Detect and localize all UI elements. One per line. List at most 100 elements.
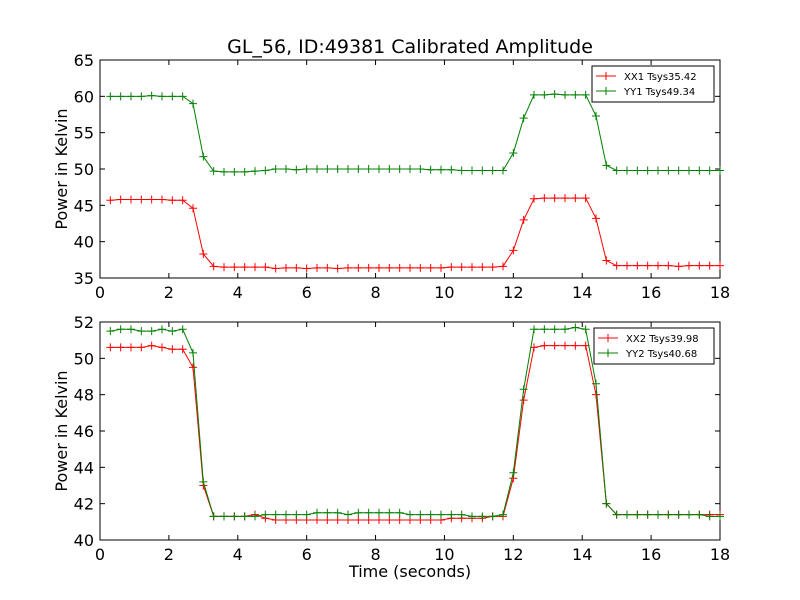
data-point-marker: [333, 165, 342, 173]
data-point-marker: [550, 341, 559, 350]
data-point-marker: [220, 263, 228, 272]
data-point-marker: [364, 165, 373, 173]
x-tick-label: 2: [164, 283, 174, 302]
legend-marker: [602, 87, 610, 95]
data-point-marker: [271, 510, 280, 519]
data-point-marker: [571, 90, 580, 99]
data-point-marker: [406, 510, 414, 519]
data-point-marker: [602, 161, 611, 170]
data-point-marker: [271, 264, 280, 273]
data-point-marker: [158, 92, 166, 101]
data-point-marker: [168, 327, 177, 336]
data-point-marker: [364, 263, 373, 272]
data-point-marker: [240, 263, 249, 272]
y-tick-label: 40: [74, 233, 94, 252]
data-point-marker: [178, 92, 187, 101]
data-point-marker: [199, 477, 208, 486]
data-point-marker: [705, 512, 714, 521]
data-point-marker: [716, 166, 724, 175]
data-point-marker: [426, 165, 435, 174]
data-point-marker: [364, 516, 373, 525]
data-point-marker: [199, 250, 208, 259]
data-point-marker: [437, 165, 445, 174]
data-point-marker: [674, 262, 683, 271]
x-tick-label: 12: [503, 545, 523, 564]
data-point-marker: [550, 194, 559, 203]
data-point-marker: [499, 510, 507, 519]
data-point-marker: [716, 512, 724, 521]
x-tick-label: 18: [710, 283, 730, 302]
data-point-marker: [230, 167, 239, 176]
data-point-marker: [127, 92, 135, 101]
data-point-marker: [623, 261, 631, 270]
data-point-marker: [251, 167, 259, 176]
data-point-marker: [488, 263, 497, 272]
x-tick-label: 4: [233, 283, 243, 302]
series-xx1: [106, 194, 724, 273]
data-point-marker: [695, 510, 704, 519]
data-point-marker: [344, 165, 352, 173]
data-point-marker: [178, 325, 187, 334]
data-point-marker: [395, 165, 404, 173]
data-point-marker: [292, 510, 301, 519]
data-point-marker: [375, 516, 383, 525]
x-tick-label: 6: [302, 545, 312, 564]
y-tick-label: 50: [74, 349, 94, 368]
x-tick-label: 16: [641, 283, 661, 302]
data-point-marker: [189, 204, 197, 213]
data-point-marker: [106, 92, 115, 101]
x-tick-label: 10: [434, 545, 454, 564]
x-tick-label: 16: [641, 545, 661, 564]
data-point-marker: [220, 167, 228, 176]
data-point-marker: [561, 341, 569, 350]
data-point-marker: [137, 195, 146, 204]
data-point-marker: [437, 263, 445, 272]
data-point-marker: [643, 510, 652, 519]
data-point-marker: [612, 510, 621, 519]
data-point-marker: [468, 263, 476, 272]
data-point-marker: [654, 166, 662, 175]
data-point-marker: [457, 166, 466, 175]
data-point-marker: [395, 516, 404, 525]
data-point-marker: [147, 91, 156, 100]
data-point-marker: [313, 165, 321, 173]
x-tick-label: 14: [572, 545, 592, 564]
data-point-marker: [282, 165, 290, 173]
data-point-marker: [354, 516, 363, 525]
data-point-marker: [571, 194, 580, 203]
y-tick-label: 52: [74, 313, 94, 332]
y-tick-label: 50: [74, 160, 94, 179]
data-point-marker: [530, 90, 538, 99]
data-point-marker: [654, 510, 662, 519]
y-tick-label: 46: [74, 422, 94, 441]
data-point-marker: [116, 325, 125, 334]
data-point-marker: [447, 263, 456, 272]
x-tick-label: 4: [233, 545, 243, 564]
data-point-marker: [416, 165, 425, 173]
data-point-marker: [209, 167, 218, 176]
data-point-marker: [158, 343, 166, 352]
data-point-marker: [592, 390, 600, 399]
data-point-marker: [447, 510, 456, 519]
data-point-marker: [612, 261, 621, 270]
legend-label: YY1 Tsys49.34: [623, 87, 695, 98]
data-point-marker: [674, 510, 683, 519]
y-tick-label: 42: [74, 495, 94, 514]
data-point-marker: [633, 510, 642, 519]
data-point-marker: [664, 261, 673, 270]
data-point-marker: [426, 263, 435, 272]
data-point-marker: [116, 343, 125, 352]
data-point-marker: [375, 165, 383, 173]
data-point-marker: [643, 166, 652, 175]
data-point-marker: [488, 166, 497, 175]
data-point-marker: [664, 166, 673, 175]
data-point-marker: [416, 510, 425, 519]
data-point-marker: [488, 512, 497, 521]
legend-marker: [604, 349, 612, 357]
data-point-marker: [478, 512, 487, 521]
data-point-marker: [509, 149, 518, 158]
data-point-marker: [323, 263, 332, 272]
legend-label: XX2 Tsys39.98: [626, 334, 699, 345]
data-point-marker: [499, 262, 507, 271]
